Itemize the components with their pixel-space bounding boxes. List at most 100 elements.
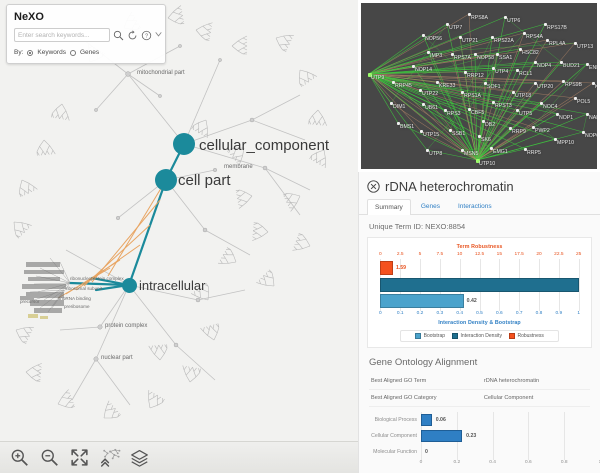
- network-node[interactable]: [397, 122, 400, 125]
- network-node[interactable]: [444, 109, 447, 112]
- tab-genes[interactable]: Genes: [420, 203, 440, 210]
- network-node[interactable]: [540, 102, 543, 105]
- close-circle-icon[interactable]: [367, 180, 380, 193]
- search-by-row[interactable]: By: Keywords Genes: [14, 49, 158, 56]
- zoom-out-icon[interactable]: [40, 448, 59, 467]
- network-node[interactable]: [464, 71, 467, 74]
- search-row[interactable]: ?: [14, 28, 162, 42]
- network-node[interactable]: [523, 32, 526, 35]
- network-node[interactable]: [560, 61, 563, 64]
- network-node[interactable]: [422, 103, 425, 106]
- network-node[interactable]: [546, 39, 549, 42]
- collapse-icon[interactable]: [100, 448, 121, 467]
- legend-item: Interaction Density: [452, 333, 502, 339]
- grid-line: [421, 444, 422, 460]
- network-node[interactable]: [368, 73, 372, 77]
- network-node[interactable]: [474, 53, 477, 56]
- network-node[interactable]: [492, 101, 495, 104]
- legend-swatch: [415, 333, 422, 339]
- network-node[interactable]: [516, 69, 519, 72]
- network-node[interactable]: [482, 120, 485, 123]
- network-node[interactable]: [516, 109, 519, 112]
- network-node[interactable]: [419, 89, 422, 92]
- network-node[interactable]: [592, 82, 595, 85]
- axis-tick: 25: [575, 252, 582, 257]
- search-icon[interactable]: [113, 30, 124, 41]
- info-tabs[interactable]: Summary Genes Interactions: [359, 198, 600, 215]
- ontology-tree-canvas[interactable]: [0, 0, 358, 473]
- network-node[interactable]: [582, 131, 585, 134]
- network-node[interactable]: [490, 147, 493, 150]
- network-node[interactable]: [451, 53, 454, 56]
- tab-interactions[interactable]: Interactions: [457, 203, 492, 210]
- chevron-down-icon[interactable]: [155, 30, 162, 41]
- legend-label: Interaction Density: [460, 333, 502, 339]
- network-node[interactable]: [534, 61, 537, 64]
- network-node[interactable]: [436, 81, 439, 84]
- go-bar: [421, 430, 463, 442]
- radio-keywords[interactable]: [27, 49, 34, 56]
- network-node[interactable]: [390, 102, 393, 105]
- layers-icon[interactable]: [130, 448, 149, 467]
- network-node[interactable]: [532, 126, 535, 129]
- network-node[interactable]: [586, 63, 589, 66]
- network-node[interactable]: [534, 82, 537, 85]
- network-node[interactable]: [468, 108, 471, 111]
- axis-tick: 0.7: [515, 311, 523, 316]
- axis-tick: 22.5: [554, 252, 564, 257]
- radio-genes-label: Genes: [79, 49, 100, 56]
- network-node[interactable]: [478, 135, 481, 138]
- network-node[interactable]: [512, 91, 515, 94]
- chart-bar-row: 1.59: [374, 261, 585, 275]
- network-node[interactable]: [491, 36, 494, 39]
- network-node[interactable]: [519, 48, 522, 51]
- network-node[interactable]: [446, 23, 449, 26]
- network-node[interactable]: [420, 130, 423, 133]
- unique-term-id: Unique Term ID: NEXO:8854: [369, 222, 466, 231]
- fit-screen-icon[interactable]: [70, 448, 89, 467]
- tree-node-cellular-component[interactable]: [173, 133, 195, 155]
- chart-plot-area: 1.59 0.42: [374, 259, 585, 311]
- help-icon[interactable]: ?: [141, 30, 152, 41]
- zoom-in-icon[interactable]: [10, 448, 29, 467]
- network-node[interactable]: [412, 65, 415, 68]
- network-node[interactable]: [574, 42, 577, 45]
- radio-genes[interactable]: [69, 49, 76, 56]
- term-info-panel[interactable]: rDNA heterochromatin Summary Genes Inter…: [358, 172, 600, 473]
- network-node[interactable]: [392, 81, 395, 84]
- network-node[interactable]: [459, 36, 462, 39]
- tree-node-cell-part[interactable]: [155, 169, 177, 191]
- network-node[interactable]: [556, 113, 559, 116]
- network-node[interactable]: [574, 97, 577, 100]
- refresh-icon[interactable]: [127, 29, 138, 41]
- network-node[interactable]: [426, 149, 429, 152]
- network-node[interactable]: [496, 53, 499, 56]
- network-node[interactable]: [461, 149, 464, 152]
- tree-toolbar[interactable]: [0, 441, 358, 473]
- network-node[interactable]: [476, 159, 480, 163]
- ontology-tree-panel[interactable]: mitochondrial part membrane protein comp…: [0, 0, 358, 473]
- go-bar-value: 0.06: [435, 417, 446, 423]
- network-node[interactable]: [586, 113, 589, 116]
- grid-line: [492, 412, 494, 428]
- search-panel[interactable]: NeXO ? By: Keywords Genes: [6, 4, 166, 64]
- network-node[interactable]: [562, 80, 565, 83]
- chart-bar-row: [374, 278, 585, 292]
- network-node[interactable]: [484, 82, 487, 85]
- tab-summary[interactable]: Summary: [367, 199, 411, 215]
- network-node[interactable]: [492, 67, 495, 70]
- network-node[interactable]: [504, 16, 507, 19]
- network-node[interactable]: [524, 148, 527, 151]
- network-node[interactable]: [468, 13, 471, 16]
- network-node[interactable]: [461, 91, 464, 94]
- network-node[interactable]: [544, 23, 547, 26]
- network-node[interactable]: [449, 129, 452, 132]
- network-node[interactable]: [422, 34, 425, 37]
- grid-line: [456, 412, 458, 428]
- network-node[interactable]: [554, 138, 557, 141]
- gene-interaction-network[interactable]: UTP10 UTP9 RPS8A UTP6 UTP7 RPS17B NOP56 UTP21 RP…: [361, 3, 597, 169]
- search-input[interactable]: [14, 28, 110, 42]
- network-node[interactable]: [509, 127, 512, 130]
- network-node[interactable]: [427, 51, 430, 54]
- tree-node-intracellular[interactable]: [122, 278, 137, 293]
